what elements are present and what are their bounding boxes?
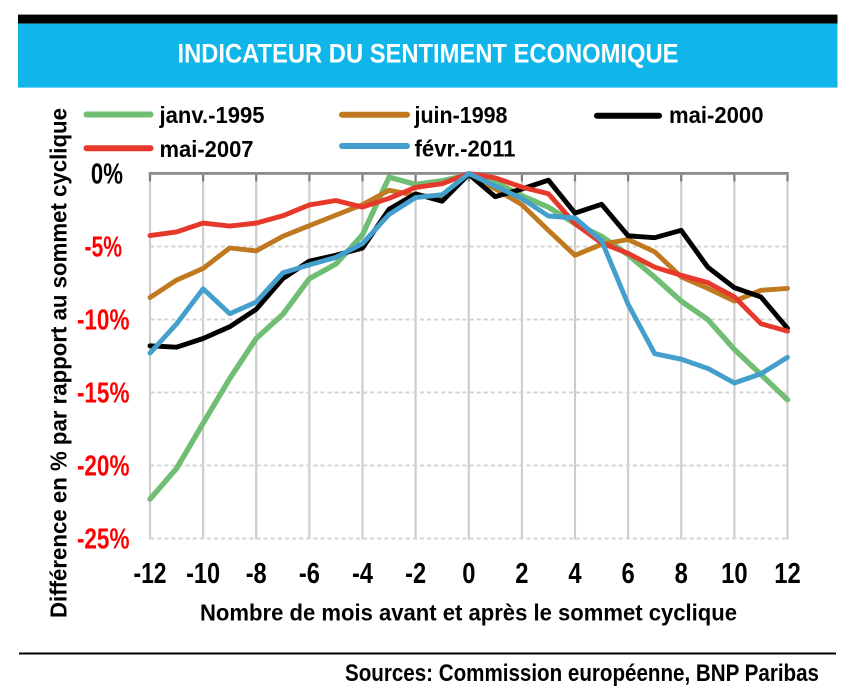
svg-text:-8: -8 xyxy=(246,558,267,590)
svg-text:Nombre de mois avant et après: Nombre de mois avant et après le sommet … xyxy=(200,600,737,626)
svg-text:janv.-1995: janv.-1995 xyxy=(159,102,265,128)
svg-text:mai-2000: mai-2000 xyxy=(669,102,764,128)
svg-text:-6: -6 xyxy=(299,558,320,590)
svg-text:-2: -2 xyxy=(405,558,426,590)
svg-text:-25%: -25% xyxy=(77,523,130,555)
svg-text:8: 8 xyxy=(675,558,688,590)
svg-text:-10: -10 xyxy=(186,558,220,590)
svg-text:-20%: -20% xyxy=(77,450,130,482)
svg-text:0: 0 xyxy=(462,558,475,590)
svg-text:6: 6 xyxy=(622,558,635,590)
svg-text:-10%: -10% xyxy=(77,304,130,336)
svg-text:Différence en % par rapport au: Différence en % par rapport au sommet cy… xyxy=(46,108,72,618)
svg-text:-5%: -5% xyxy=(84,231,122,263)
svg-text:2: 2 xyxy=(515,558,528,590)
svg-text:-12: -12 xyxy=(134,558,167,590)
svg-text:juin-1998: juin-1998 xyxy=(414,102,508,128)
svg-text:mai-2007: mai-2007 xyxy=(160,136,254,162)
svg-text:4: 4 xyxy=(568,558,581,590)
svg-text:0%: 0% xyxy=(91,158,123,190)
svg-text:INDICATEUR DU SENTIMENT ECONOM: INDICATEUR DU SENTIMENT ECONOMIQUE xyxy=(178,39,679,69)
svg-text:10: 10 xyxy=(721,558,748,590)
svg-text:-15%: -15% xyxy=(77,377,130,409)
svg-text:févr.-2011: févr.-2011 xyxy=(415,135,516,161)
svg-text:12: 12 xyxy=(774,558,801,590)
svg-text:-4: -4 xyxy=(352,558,373,590)
svg-text:Sources: Commission européenne: Sources: Commission européenne, BNP Pari… xyxy=(345,660,819,687)
